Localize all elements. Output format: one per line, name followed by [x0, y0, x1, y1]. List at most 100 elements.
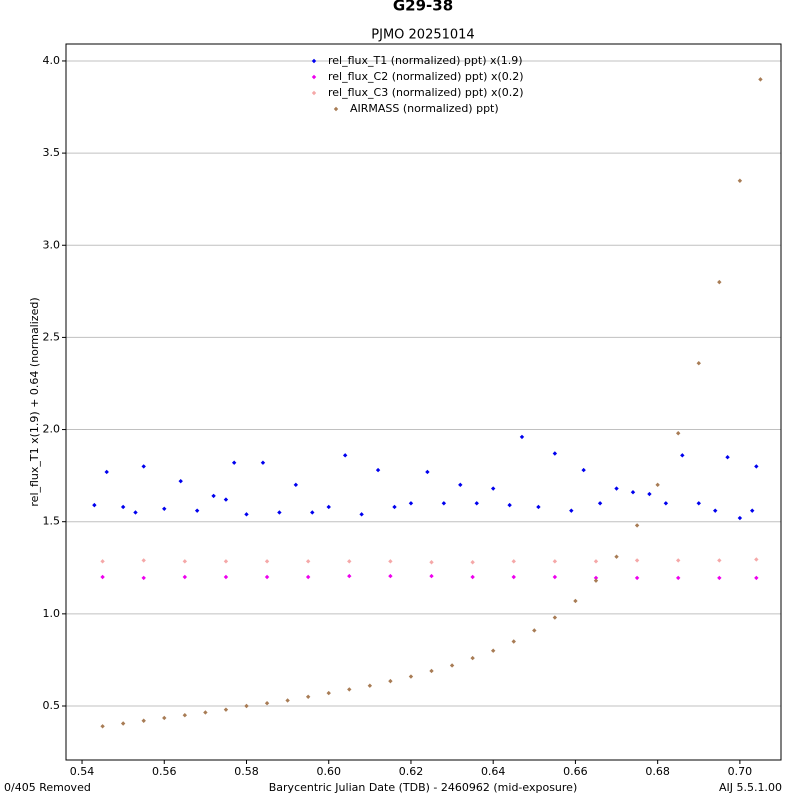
data-point	[342, 453, 348, 458]
data-point	[92, 502, 97, 508]
data-point	[552, 451, 558, 456]
data-point	[375, 467, 381, 473]
data-point	[162, 715, 167, 721]
data-point	[264, 559, 270, 564]
x-tick-label: 0.64	[481, 765, 506, 778]
data-point	[203, 710, 208, 715]
data-point	[264, 701, 270, 706]
data-point	[511, 559, 516, 564]
data-point	[223, 574, 229, 580]
x-tick-label: 0.62	[399, 765, 424, 778]
data-point	[305, 694, 311, 699]
data-point	[573, 598, 578, 604]
data-point	[593, 575, 599, 581]
data-point	[141, 575, 146, 581]
data-point	[713, 508, 718, 513]
data-point	[182, 559, 188, 564]
data-point	[211, 493, 216, 499]
data-point	[634, 575, 640, 581]
data-point	[737, 515, 743, 521]
data-point	[104, 469, 109, 475]
data-point	[552, 559, 558, 564]
data-point	[532, 628, 537, 633]
y-axis-label: rel_flux_T1 x(1.9) + 0.64 (normalized)	[28, 297, 41, 506]
data-point	[470, 560, 475, 565]
data-point	[536, 504, 541, 510]
data-point	[758, 77, 763, 82]
x-tick-label: 0.58	[234, 765, 259, 778]
footer-right: AIJ 5.5.1.00	[719, 781, 782, 794]
data-point	[326, 690, 331, 696]
legend-label: rel_flux_T1 (normalized) ppt) x(1.9)	[328, 54, 523, 67]
data-point	[519, 434, 525, 440]
data-point	[133, 510, 138, 515]
data-point	[305, 559, 311, 564]
data-point	[655, 482, 660, 488]
data-point	[120, 504, 126, 510]
data-point	[647, 491, 652, 497]
y-tick-label: 1.5	[43, 515, 61, 528]
data-point	[141, 558, 146, 563]
legend-label: rel_flux_C3 (normalized) ppt) x(0.2)	[328, 86, 524, 99]
data-point	[367, 683, 373, 688]
data-point	[474, 501, 479, 506]
data-point	[717, 279, 722, 285]
data-point	[347, 573, 352, 579]
data-point	[162, 506, 167, 512]
data-point	[630, 490, 636, 495]
data-point	[388, 573, 393, 579]
data-point	[231, 460, 237, 465]
data-point	[449, 663, 455, 668]
data-point	[597, 501, 603, 506]
legend-marker	[333, 106, 339, 112]
y-tick-label: 3.5	[43, 146, 61, 159]
data-point	[717, 558, 722, 563]
data-point	[260, 460, 266, 465]
data-point	[408, 501, 414, 506]
data-point	[310, 510, 315, 515]
plot-frame	[65, 43, 782, 761]
data-point	[194, 508, 200, 513]
x-tick-label: 0.68	[645, 765, 670, 778]
data-point	[470, 574, 475, 580]
data-point	[680, 453, 685, 458]
data-point	[569, 508, 574, 513]
data-point	[347, 559, 352, 564]
data-point	[696, 501, 701, 506]
y-tick-label: 2.5	[43, 330, 61, 343]
data-point	[182, 713, 188, 718]
data-point	[120, 721, 126, 726]
data-point	[737, 178, 743, 183]
data-point	[388, 559, 393, 564]
x-tick-label: 0.54	[70, 765, 95, 778]
data-point	[100, 559, 105, 564]
data-point	[359, 512, 364, 517]
x-tick-label: 0.60	[316, 765, 341, 778]
data-point	[285, 698, 290, 703]
data-point	[223, 559, 229, 564]
data-point	[470, 655, 475, 661]
data-point	[182, 574, 188, 580]
data-point	[408, 674, 414, 679]
data-point	[141, 718, 146, 723]
legend-marker	[311, 90, 317, 96]
data-point	[223, 497, 229, 502]
y-tick-label: 0.5	[43, 699, 61, 712]
data-point	[178, 478, 183, 484]
data-point	[392, 504, 397, 510]
data-point	[425, 469, 430, 475]
data-point	[458, 482, 463, 488]
data-point	[754, 464, 759, 469]
data-point	[490, 486, 496, 491]
data-point	[388, 678, 393, 684]
data-point	[507, 502, 512, 508]
x-axis-label: Barycentric Julian Date (TDB) - 2460962 …	[269, 781, 578, 794]
legend-marker	[311, 58, 317, 64]
chart-title: G29-38	[393, 0, 453, 15]
data-point	[725, 454, 730, 460]
data-point	[429, 560, 434, 565]
data-point	[244, 512, 249, 517]
data-point	[552, 574, 558, 580]
data-point	[754, 575, 759, 581]
